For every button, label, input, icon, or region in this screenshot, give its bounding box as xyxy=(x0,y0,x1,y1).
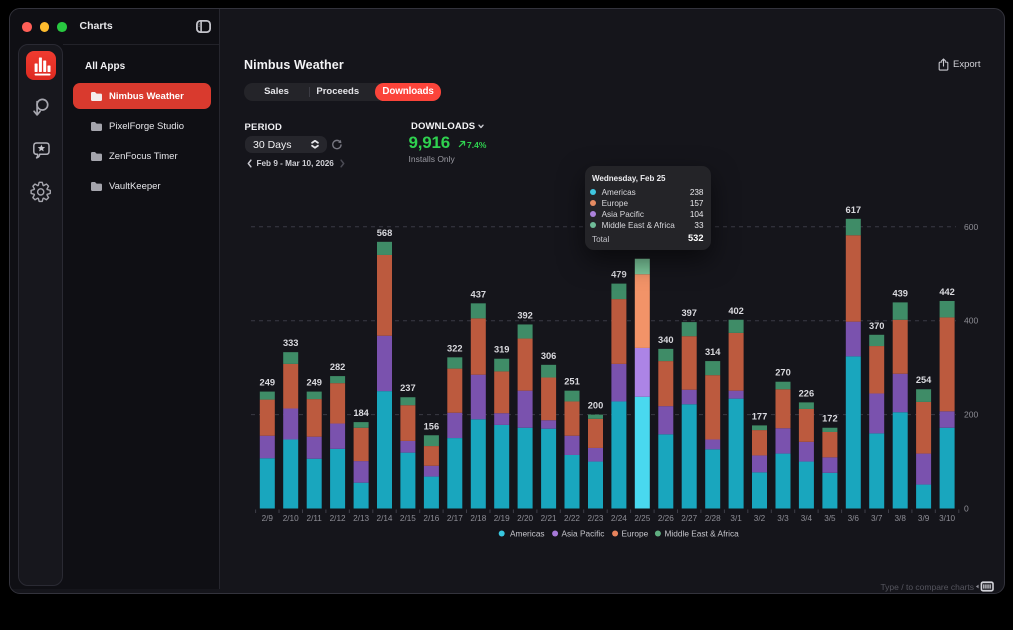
svg-text:Americas: Americas xyxy=(510,529,545,539)
svg-text:184: 184 xyxy=(353,408,369,418)
svg-text:2/20: 2/20 xyxy=(517,514,533,523)
svg-text:306: 306 xyxy=(541,351,557,361)
svg-text:2/10: 2/10 xyxy=(283,514,299,523)
svg-text:249: 249 xyxy=(260,378,276,388)
svg-text:2/19: 2/19 xyxy=(494,514,510,523)
svg-text:2/24: 2/24 xyxy=(611,514,627,523)
svg-text:319: 319 xyxy=(494,345,510,355)
svg-text:Europe: Europe xyxy=(622,529,649,539)
svg-text:251: 251 xyxy=(564,377,580,387)
svg-text:3/8: 3/8 xyxy=(895,514,907,523)
svg-text:226: 226 xyxy=(799,388,815,398)
svg-text:442: 442 xyxy=(939,287,955,297)
svg-text:2/15: 2/15 xyxy=(400,514,416,523)
svg-text:568: 568 xyxy=(377,228,393,238)
svg-text:177: 177 xyxy=(752,411,768,421)
svg-text:270: 270 xyxy=(775,368,791,378)
svg-text:2/9: 2/9 xyxy=(262,514,274,523)
svg-text:3/3: 3/3 xyxy=(777,514,789,523)
svg-text:3/7: 3/7 xyxy=(871,514,883,523)
svg-text:314: 314 xyxy=(705,347,721,357)
svg-text:3/6: 3/6 xyxy=(848,514,860,523)
svg-text:200: 200 xyxy=(964,410,978,420)
svg-text:2/26: 2/26 xyxy=(658,514,674,523)
svg-text:333: 333 xyxy=(283,338,299,348)
svg-text:282: 282 xyxy=(330,362,346,372)
svg-text:2/28: 2/28 xyxy=(705,514,721,523)
svg-text:392: 392 xyxy=(517,311,533,321)
svg-text:156: 156 xyxy=(424,421,440,431)
svg-text:237: 237 xyxy=(400,383,416,393)
svg-text:2/17: 2/17 xyxy=(447,514,463,523)
svg-text:249: 249 xyxy=(306,378,322,388)
svg-text:370: 370 xyxy=(869,321,885,331)
svg-text:Middle East & Africa: Middle East & Africa xyxy=(665,529,740,539)
svg-text:Asia Pacific: Asia Pacific xyxy=(562,529,605,539)
svg-text:439: 439 xyxy=(892,288,908,298)
svg-text:340: 340 xyxy=(658,335,674,345)
svg-text:2/27: 2/27 xyxy=(681,514,697,523)
svg-text:479: 479 xyxy=(611,270,627,280)
svg-text:172: 172 xyxy=(822,414,838,424)
svg-text:2/13: 2/13 xyxy=(353,514,369,523)
svg-text:617: 617 xyxy=(846,205,862,215)
svg-text:3/10: 3/10 xyxy=(939,514,955,523)
svg-text:397: 397 xyxy=(681,308,697,318)
svg-text:2/11: 2/11 xyxy=(307,514,323,523)
svg-text:2/23: 2/23 xyxy=(588,514,604,523)
svg-text:2/22: 2/22 xyxy=(564,514,580,523)
svg-text:2/14: 2/14 xyxy=(377,514,393,523)
svg-text:2/18: 2/18 xyxy=(470,514,486,523)
svg-text:437: 437 xyxy=(471,289,487,299)
svg-text:3/1: 3/1 xyxy=(730,514,742,523)
svg-text:3/2: 3/2 xyxy=(754,514,766,523)
svg-text:322: 322 xyxy=(447,343,463,353)
svg-text:3/9: 3/9 xyxy=(918,514,930,523)
svg-text:3/4: 3/4 xyxy=(801,514,813,523)
svg-text:2/25: 2/25 xyxy=(634,514,650,523)
svg-text:402: 402 xyxy=(728,306,744,316)
svg-text:200: 200 xyxy=(588,401,604,411)
svg-text:254: 254 xyxy=(916,375,932,385)
svg-text:3/5: 3/5 xyxy=(824,514,836,523)
svg-text:2/21: 2/21 xyxy=(541,514,557,523)
svg-text:600: 600 xyxy=(964,222,978,232)
svg-text:400: 400 xyxy=(964,316,978,326)
svg-text:2/12: 2/12 xyxy=(330,514,346,523)
svg-text:2/16: 2/16 xyxy=(423,514,439,523)
svg-text:0: 0 xyxy=(964,504,969,514)
